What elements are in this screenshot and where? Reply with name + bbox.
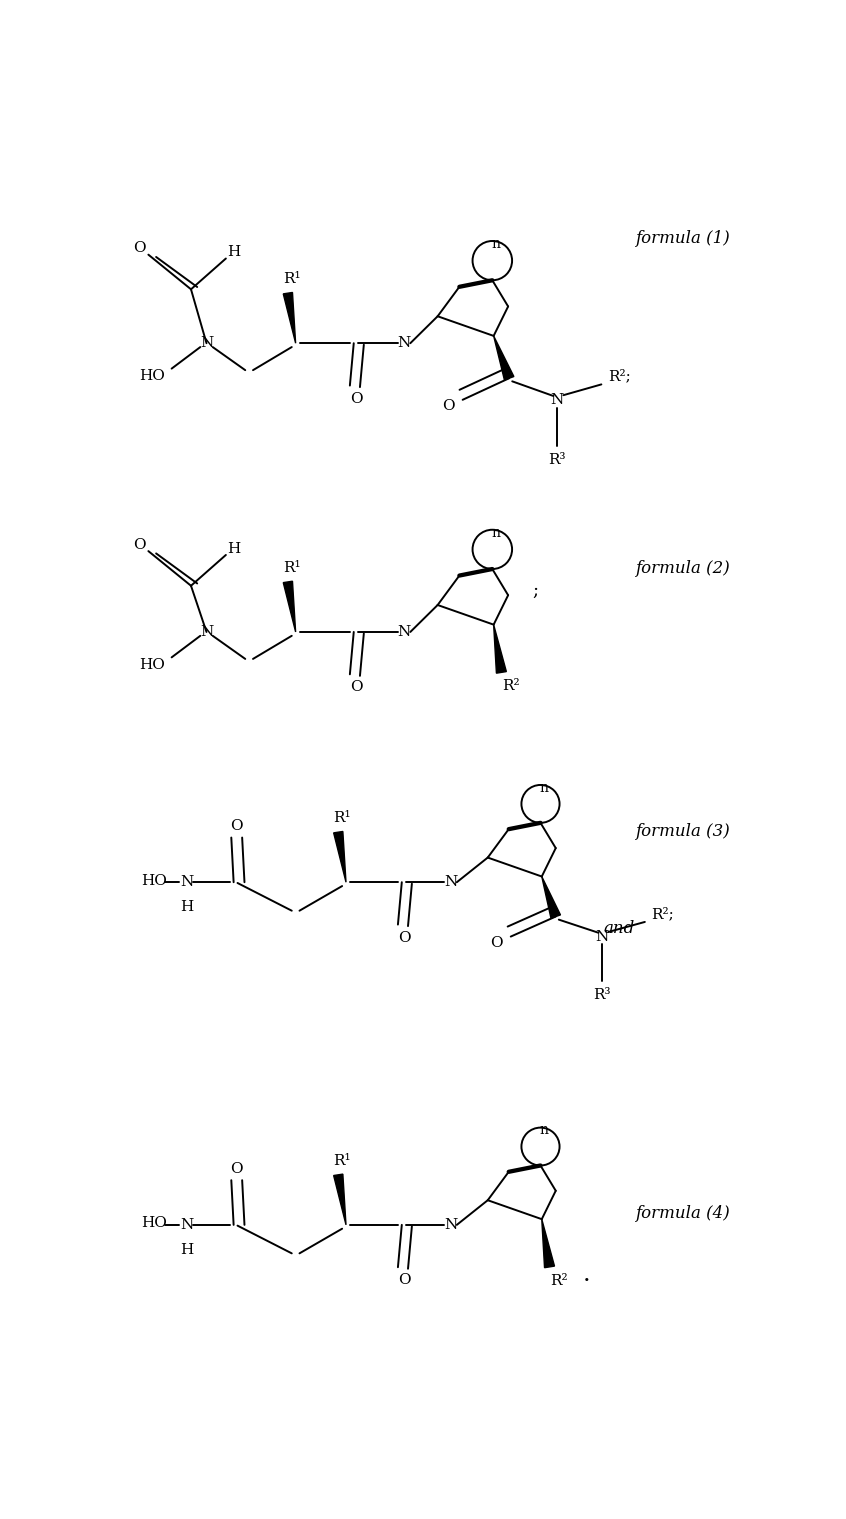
- Text: formula (2): formula (2): [635, 561, 730, 577]
- Text: N: N: [180, 1218, 194, 1232]
- Text: N: N: [180, 875, 194, 889]
- Text: O: O: [349, 392, 362, 406]
- Text: O: O: [491, 936, 503, 949]
- Text: R¹: R¹: [283, 272, 300, 286]
- Polygon shape: [541, 1220, 554, 1268]
- Polygon shape: [333, 1174, 346, 1224]
- Text: ;: ;: [532, 582, 538, 600]
- Text: O: O: [133, 242, 146, 255]
- Text: R²;: R²;: [651, 907, 674, 921]
- Text: N: N: [200, 336, 213, 351]
- Text: O: O: [230, 819, 243, 832]
- Text: n: n: [492, 237, 500, 251]
- Text: N: N: [398, 624, 411, 639]
- Text: O: O: [349, 681, 362, 694]
- Polygon shape: [283, 582, 295, 632]
- Text: O: O: [133, 538, 146, 551]
- Text: H: H: [227, 246, 240, 260]
- Text: formula (3): formula (3): [635, 823, 730, 840]
- Text: n: n: [539, 781, 548, 794]
- Text: R²;: R²;: [607, 369, 630, 384]
- Text: R³: R³: [593, 987, 611, 1003]
- Text: N: N: [551, 393, 563, 407]
- Text: N: N: [444, 1218, 457, 1232]
- Text: O: O: [398, 931, 410, 945]
- Text: H: H: [227, 542, 240, 556]
- Polygon shape: [493, 624, 507, 673]
- Text: R¹: R¹: [333, 1154, 351, 1168]
- Polygon shape: [493, 336, 514, 380]
- Polygon shape: [541, 876, 561, 917]
- Text: formula (1): formula (1): [635, 229, 730, 248]
- Polygon shape: [333, 831, 346, 883]
- Polygon shape: [283, 293, 295, 343]
- Text: N: N: [444, 875, 457, 889]
- Text: N: N: [398, 336, 411, 351]
- Text: O: O: [442, 399, 455, 413]
- Text: n: n: [492, 526, 500, 539]
- Text: HO: HO: [141, 1217, 168, 1230]
- Text: O: O: [398, 1273, 410, 1287]
- Text: and: and: [603, 921, 634, 937]
- Text: HO: HO: [141, 873, 168, 887]
- Text: n: n: [539, 1124, 548, 1138]
- Text: N: N: [596, 930, 609, 943]
- Text: R¹: R¹: [333, 811, 351, 825]
- Text: HO: HO: [140, 658, 165, 671]
- Text: H: H: [180, 899, 194, 914]
- Text: .: .: [583, 1264, 591, 1287]
- Text: R³: R³: [548, 453, 566, 466]
- Text: R²: R²: [550, 1274, 568, 1288]
- Text: H: H: [180, 1243, 194, 1256]
- Text: HO: HO: [140, 369, 165, 383]
- Text: R²: R²: [502, 679, 519, 693]
- Text: N: N: [200, 624, 213, 639]
- Text: O: O: [230, 1162, 243, 1176]
- Text: R¹: R¹: [283, 561, 300, 576]
- Text: formula (4): formula (4): [635, 1206, 730, 1223]
